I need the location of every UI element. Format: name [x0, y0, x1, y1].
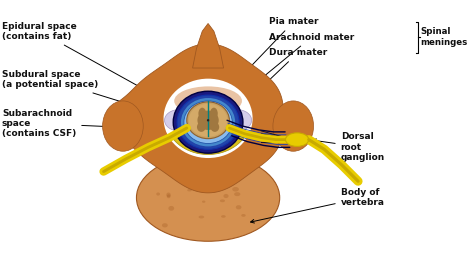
Ellipse shape: [166, 192, 171, 197]
Polygon shape: [106, 44, 283, 193]
Ellipse shape: [285, 133, 309, 146]
Text: Body of
vertebra: Body of vertebra: [251, 188, 385, 223]
Polygon shape: [170, 133, 246, 154]
Ellipse shape: [167, 194, 171, 198]
Ellipse shape: [199, 108, 206, 119]
Text: Dorsal
root
ganglion: Dorsal root ganglion: [312, 132, 385, 162]
Ellipse shape: [181, 98, 235, 146]
Text: Pia mater: Pia mater: [220, 17, 319, 98]
Ellipse shape: [236, 205, 241, 209]
Ellipse shape: [164, 110, 193, 131]
Text: Epidural space
(contains fat): Epidural space (contains fat): [2, 22, 176, 107]
Text: Subarachnoid
space
(contains CSF): Subarachnoid space (contains CSF): [2, 109, 181, 139]
Ellipse shape: [241, 214, 246, 217]
Ellipse shape: [273, 101, 314, 151]
Ellipse shape: [137, 154, 280, 241]
Ellipse shape: [226, 176, 229, 178]
Ellipse shape: [223, 110, 252, 131]
Ellipse shape: [207, 119, 210, 122]
Ellipse shape: [202, 200, 205, 203]
Text: Spinal
meninges: Spinal meninges: [420, 27, 467, 47]
Ellipse shape: [198, 111, 219, 130]
Text: Arachnoid mater: Arachnoid mater: [232, 33, 354, 102]
Ellipse shape: [232, 187, 239, 191]
Ellipse shape: [184, 101, 232, 143]
Ellipse shape: [174, 86, 242, 115]
Ellipse shape: [164, 79, 253, 158]
Ellipse shape: [187, 102, 229, 139]
Ellipse shape: [187, 189, 192, 191]
Ellipse shape: [223, 194, 228, 198]
Ellipse shape: [199, 216, 204, 218]
Ellipse shape: [197, 122, 206, 132]
Ellipse shape: [162, 223, 168, 227]
Polygon shape: [192, 23, 224, 68]
Text: Subdural space
(a potential space): Subdural space (a potential space): [2, 70, 177, 120]
Ellipse shape: [168, 206, 174, 211]
Ellipse shape: [173, 91, 243, 153]
Ellipse shape: [210, 122, 219, 132]
Ellipse shape: [211, 170, 217, 174]
Ellipse shape: [210, 108, 218, 119]
Ellipse shape: [220, 199, 225, 202]
Ellipse shape: [236, 179, 240, 181]
Ellipse shape: [156, 192, 160, 196]
Ellipse shape: [189, 104, 228, 137]
Ellipse shape: [177, 95, 239, 149]
Ellipse shape: [234, 192, 240, 196]
Ellipse shape: [221, 215, 226, 218]
Ellipse shape: [102, 101, 143, 151]
Text: Dura mater: Dura mater: [240, 48, 328, 108]
